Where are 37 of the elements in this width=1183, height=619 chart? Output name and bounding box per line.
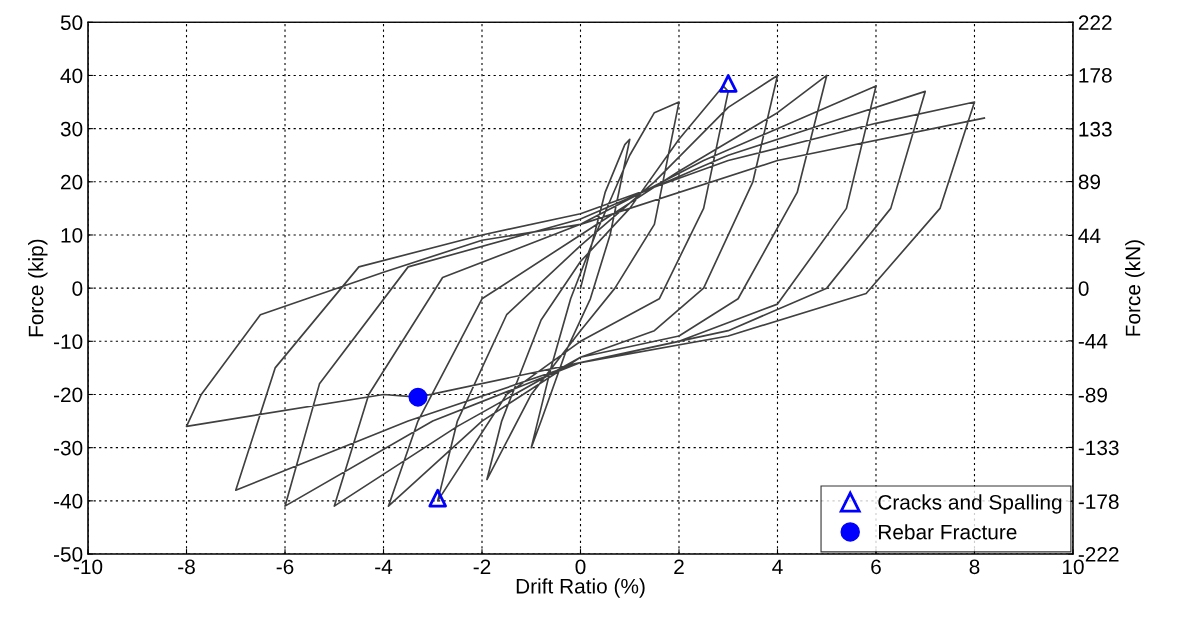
legend-label: Cracks and Spalling (878, 494, 1062, 514)
x-tick-label: 8 (969, 559, 980, 575)
y2-tick-label: -178 (1078, 494, 1119, 510)
x-tick-label: -6 (276, 559, 294, 575)
y2-tick-label: 222 (1078, 15, 1112, 30)
y-tick-label: 40 (60, 68, 83, 84)
x-tick-label: 2 (674, 559, 684, 574)
y-axis-title: Force (kip) (28, 239, 48, 337)
y2-tick-label: -89 (1078, 387, 1107, 403)
y-tick-label: -20 (53, 387, 83, 403)
y-tick-label: -30 (53, 440, 83, 456)
y2-tick-label: 44 (1078, 228, 1101, 243)
point (718, 74, 738, 93)
y2-tick-label: 0 (1078, 281, 1089, 296)
y2-tick-label: 178 (1079, 67, 1112, 83)
y-tick-label: 0 (72, 281, 83, 296)
x-tick-label: -8 (178, 559, 195, 575)
x-tick-label: 4 (772, 559, 783, 574)
y2-tick-label: -44 (1078, 334, 1108, 349)
y-tick-label: -40 (53, 493, 83, 509)
y2-tick-label: 133 (1079, 121, 1112, 137)
point (408, 387, 428, 407)
y-tick-label: 30 (60, 121, 83, 137)
y-tick-label: 50 (60, 15, 83, 31)
y2-tick-label: 89 (1078, 174, 1101, 190)
x-tick-label: 0 (575, 559, 586, 575)
x-tick-label: 6 (871, 559, 881, 575)
y-tick-label: 10 (61, 227, 83, 243)
x-axis-title: Drift Ratio (%) (516, 578, 645, 598)
y-tick-label: -10 (53, 334, 83, 350)
y2-tick-label: -133 (1078, 440, 1119, 456)
x-tick-label: -4 (375, 559, 393, 574)
legend-label: Rebar Fracture (879, 524, 1017, 540)
y2-axis-title: Force (kN) (1125, 240, 1145, 336)
y-tick-label: 20 (61, 174, 83, 190)
point (428, 488, 447, 508)
x-tick-label: -2 (473, 559, 491, 574)
